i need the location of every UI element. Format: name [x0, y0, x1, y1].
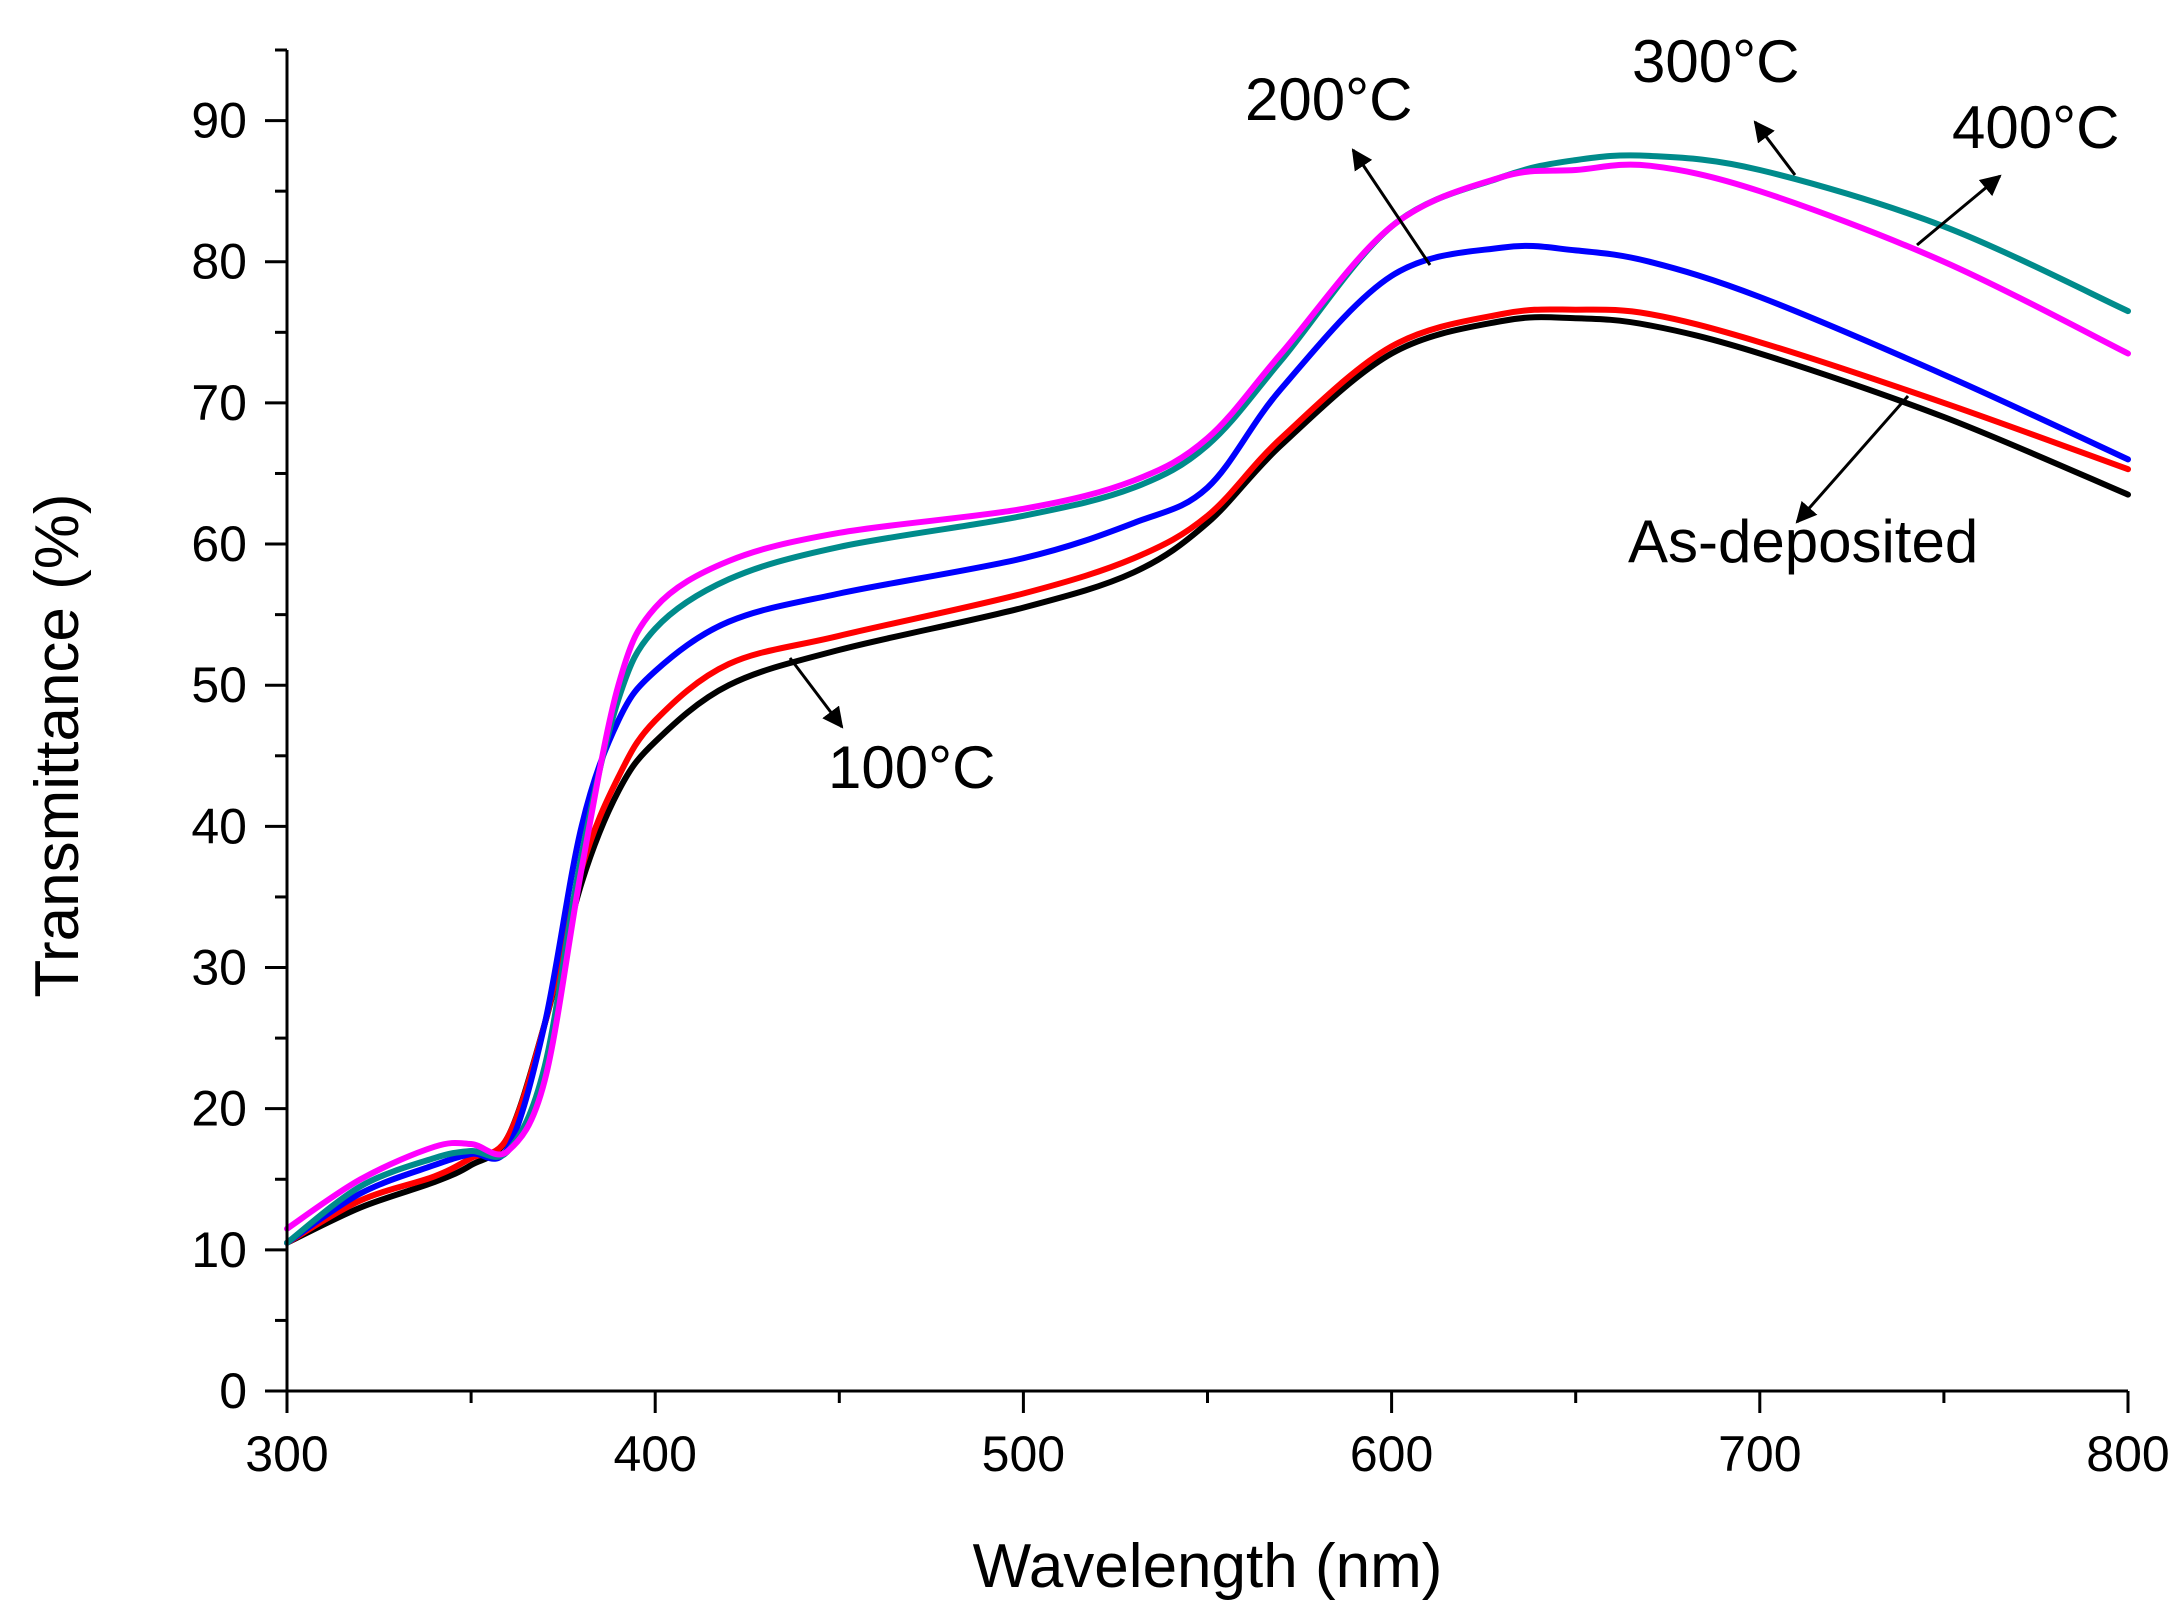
annotation-arrow: [1795, 395, 1910, 524]
x-tick-label: 800: [2086, 1426, 2169, 1482]
annotation-100c-label: 100°C: [828, 734, 995, 801]
y-tick-label: 30: [191, 940, 247, 996]
series-line-200c: [284, 242, 2131, 1246]
annotation-arrow: [1916, 174, 2002, 247]
y-tick-label: 90: [191, 93, 247, 149]
x-tick-label: 400: [613, 1426, 696, 1482]
series-line-as-deposited: [284, 314, 2131, 1246]
y-tick-label: 40: [191, 798, 247, 854]
ticks-layer: 300 400 500 600 700 800 0 10 20 30 40 50 60 70 80 90: [191, 48, 2170, 1482]
annotation-arrow: [1753, 120, 1797, 176]
annotation-arrow: [788, 657, 844, 729]
y-axis-title: Transmittance (%): [23, 493, 92, 997]
y-tick-label: 70: [191, 375, 247, 431]
series-line-400c: [284, 161, 2131, 1232]
x-tick-label: 700: [1718, 1426, 1801, 1482]
series-line-300c: [284, 152, 2131, 1246]
series-layer: [284, 152, 2131, 1246]
x-axis-title: Wavelength (nm): [973, 1532, 1443, 1601]
axes-layer: [285, 50, 2128, 1393]
x-tick-label: 500: [982, 1426, 1065, 1482]
annotation-400c-label: 400°C: [1952, 94, 2119, 161]
y-tick-label: 60: [191, 516, 247, 572]
y-tick-label: 20: [191, 1081, 247, 1137]
y-tick-label: 10: [191, 1222, 247, 1278]
y-tick-label: 0: [219, 1363, 247, 1419]
y-tick-label: 80: [191, 234, 247, 290]
annotation-as-deposited-label: As-deposited: [1628, 508, 1978, 575]
y-tick-label: 50: [191, 657, 247, 713]
annotation-300c-label: 300°C: [1632, 28, 1799, 95]
annotation-200c-label: 200°C: [1245, 66, 1412, 133]
annotation-arrow: [1351, 148, 1432, 266]
series-line-100c: [284, 306, 2131, 1246]
annotations-layer: 200°C 300°C 400°C As-deposited 100°C: [788, 28, 2119, 801]
x-tick-label: 300: [245, 1426, 328, 1482]
x-tick-label: 600: [1350, 1426, 1433, 1482]
